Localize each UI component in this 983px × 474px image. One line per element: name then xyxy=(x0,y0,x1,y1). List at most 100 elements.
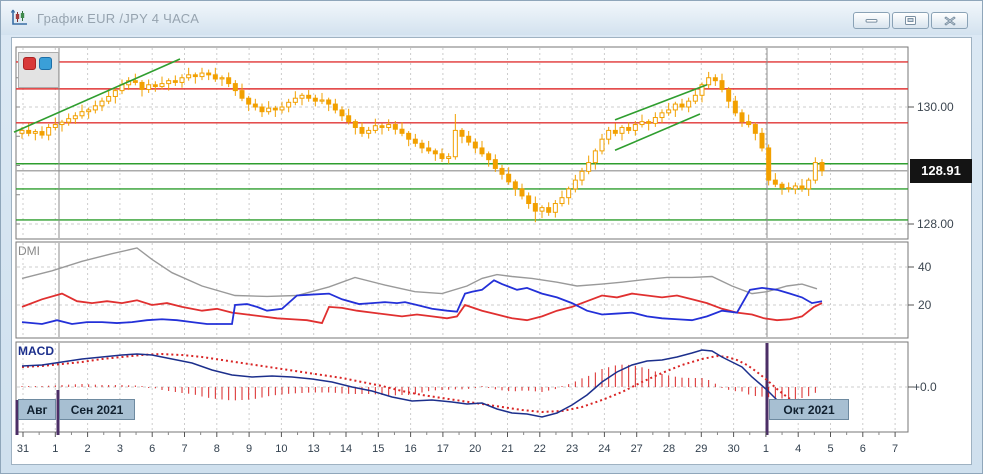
candle-body xyxy=(252,103,258,108)
candle-body xyxy=(452,129,458,158)
candle-body xyxy=(619,126,625,134)
candle-body xyxy=(379,125,385,128)
date-label: 24 xyxy=(598,443,611,455)
candle-body xyxy=(72,115,78,120)
candle-body xyxy=(112,90,118,97)
candle-body xyxy=(646,121,652,124)
close-icon xyxy=(943,15,956,26)
candle-body xyxy=(166,80,172,85)
candle-body xyxy=(172,80,178,83)
candle-body xyxy=(786,187,792,190)
candle-body xyxy=(352,121,358,128)
price-tick-130: 130.00 xyxy=(917,100,954,114)
candle-body xyxy=(299,94,305,99)
candle-body xyxy=(779,183,785,189)
candle-body xyxy=(746,121,752,126)
date-label: 5 xyxy=(827,443,834,455)
candle-body xyxy=(679,103,685,108)
date-label: 9 xyxy=(246,443,253,455)
titlebar[interactable]: График EUR /JPY 4 ЧАСА xyxy=(1,1,982,35)
candle-body xyxy=(739,112,745,123)
date-label: 10 xyxy=(275,443,288,455)
candle-body xyxy=(806,179,812,190)
candle-body xyxy=(526,195,532,205)
date-label: 31 xyxy=(16,443,30,455)
candle-body xyxy=(146,84,152,90)
candle-body xyxy=(246,97,252,105)
date-label: 30 xyxy=(727,443,740,455)
candle-body xyxy=(359,126,365,134)
candle-body xyxy=(326,99,332,105)
candle-body xyxy=(466,135,472,143)
chart-canvas[interactable] xyxy=(12,38,971,464)
candle-body xyxy=(419,142,425,149)
candle-body xyxy=(92,105,98,111)
candle-body xyxy=(626,126,632,131)
candle-body xyxy=(592,150,598,164)
candle-body xyxy=(266,107,272,113)
candle-body xyxy=(279,106,285,111)
candle-body xyxy=(446,156,452,159)
candle-body xyxy=(286,101,292,108)
candle-body xyxy=(239,90,245,99)
plus-di-line xyxy=(21,292,823,325)
candle-body xyxy=(586,162,592,172)
candle-body xyxy=(179,77,185,83)
minimize-button[interactable] xyxy=(853,12,890,29)
macd-tick-zero: +0.0 xyxy=(913,380,937,394)
red-tool-button[interactable] xyxy=(23,57,36,70)
date-label: 22 xyxy=(533,443,546,455)
date-label: 8 xyxy=(213,443,220,455)
candle-body xyxy=(439,153,445,159)
chart-client-area: DMI MACD 130.00 128.00 128.91 40 20 +0.0… xyxy=(11,37,972,465)
candle-body xyxy=(499,167,505,175)
close-button[interactable] xyxy=(931,12,968,29)
dmi-tick-20: 20 xyxy=(918,298,932,312)
month-label: Авг xyxy=(18,399,56,420)
restore-button[interactable] xyxy=(892,12,929,29)
trendline[interactable] xyxy=(614,113,701,152)
candle-body xyxy=(632,124,638,131)
trendline[interactable] xyxy=(614,84,708,121)
candle-body xyxy=(572,179,578,190)
date-label: 6 xyxy=(859,443,866,455)
candle-body xyxy=(332,103,338,111)
candle-body xyxy=(759,132,765,149)
candle-body xyxy=(46,126,52,136)
candle-body xyxy=(106,95,112,102)
dmi-tick-40: 40 xyxy=(918,260,932,274)
date-label: 2 xyxy=(84,443,91,455)
candle-body xyxy=(599,138,605,152)
candle-body xyxy=(766,147,772,181)
date-label: 1 xyxy=(52,443,59,455)
candle-body xyxy=(19,129,25,134)
candle-body xyxy=(132,80,138,83)
candle-body xyxy=(479,147,485,155)
date-label: 7 xyxy=(892,443,899,455)
candle-body xyxy=(386,124,392,128)
candle-body xyxy=(392,124,398,130)
date-label: 4 xyxy=(795,443,802,455)
candle-body xyxy=(799,185,805,190)
candle-body xyxy=(699,84,705,96)
candle-body xyxy=(272,107,278,111)
candle-body xyxy=(726,88,732,102)
date-label: 29 xyxy=(695,443,708,455)
candle-body xyxy=(672,103,678,111)
candle-body xyxy=(32,131,38,134)
date-label: 7 xyxy=(181,443,188,455)
candle-body xyxy=(206,72,212,76)
date-label: 14 xyxy=(339,443,353,455)
restore-icon xyxy=(905,16,916,25)
trendline[interactable] xyxy=(13,58,181,133)
candle-body xyxy=(692,94,698,102)
candle-body xyxy=(219,77,225,80)
candle-body xyxy=(519,188,525,197)
candle-body xyxy=(319,99,325,102)
candle-body xyxy=(539,207,545,212)
date-label: 27 xyxy=(630,443,643,455)
candle-body xyxy=(432,150,438,155)
dmi-panel[interactable] xyxy=(15,241,909,339)
candle-body xyxy=(492,159,498,169)
blue-tool-button[interactable] xyxy=(39,57,52,70)
